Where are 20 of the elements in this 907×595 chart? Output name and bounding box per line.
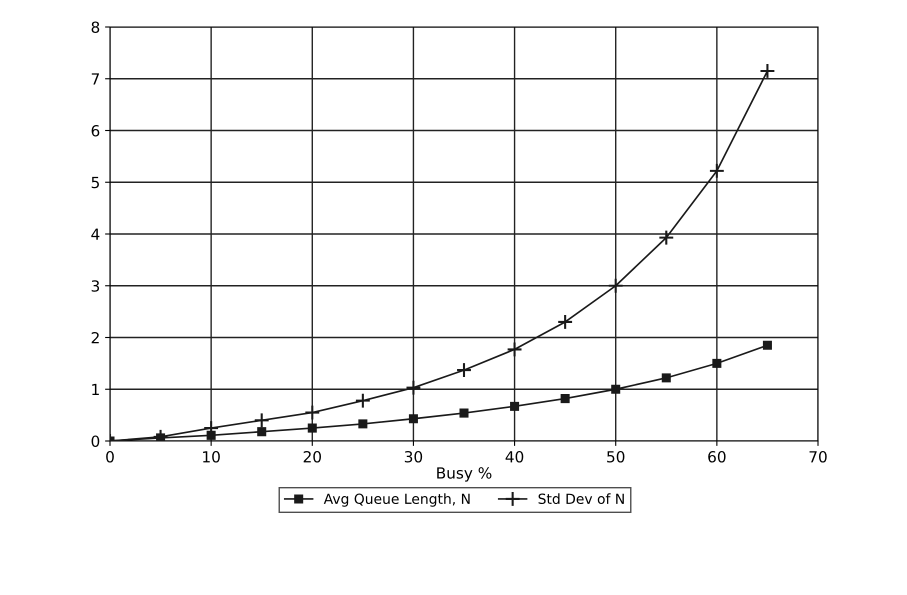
x-axis-title: Busy % xyxy=(437,467,492,482)
y-tick-label: 1 xyxy=(92,384,99,396)
x-tick-label: 20 xyxy=(304,450,321,463)
x-tick-label: 10 xyxy=(203,450,220,463)
y-tick-label: 5 xyxy=(92,176,99,188)
y-tick-label: 8 xyxy=(92,21,100,34)
legend-label: Avg Queue Length, N xyxy=(324,493,470,507)
x-tick-label: 70 xyxy=(810,450,827,463)
x-tick-label: 0 xyxy=(106,450,114,463)
y-tick-label: 6 xyxy=(92,124,100,137)
x-tick-label: 40 xyxy=(506,450,524,463)
y-tick-label: 3 xyxy=(92,280,100,292)
legend-label: Std Dev of N xyxy=(538,493,624,504)
x-tick-label: 50 xyxy=(607,450,624,463)
x-tick-label: 60 xyxy=(708,450,726,463)
y-tick-label: 0 xyxy=(92,435,100,448)
y-tick-label: 2 xyxy=(92,332,99,344)
y-tick-label: 4 xyxy=(91,228,100,240)
x-tick-label: 30 xyxy=(404,450,422,463)
y-tick-label: 7 xyxy=(92,73,99,85)
